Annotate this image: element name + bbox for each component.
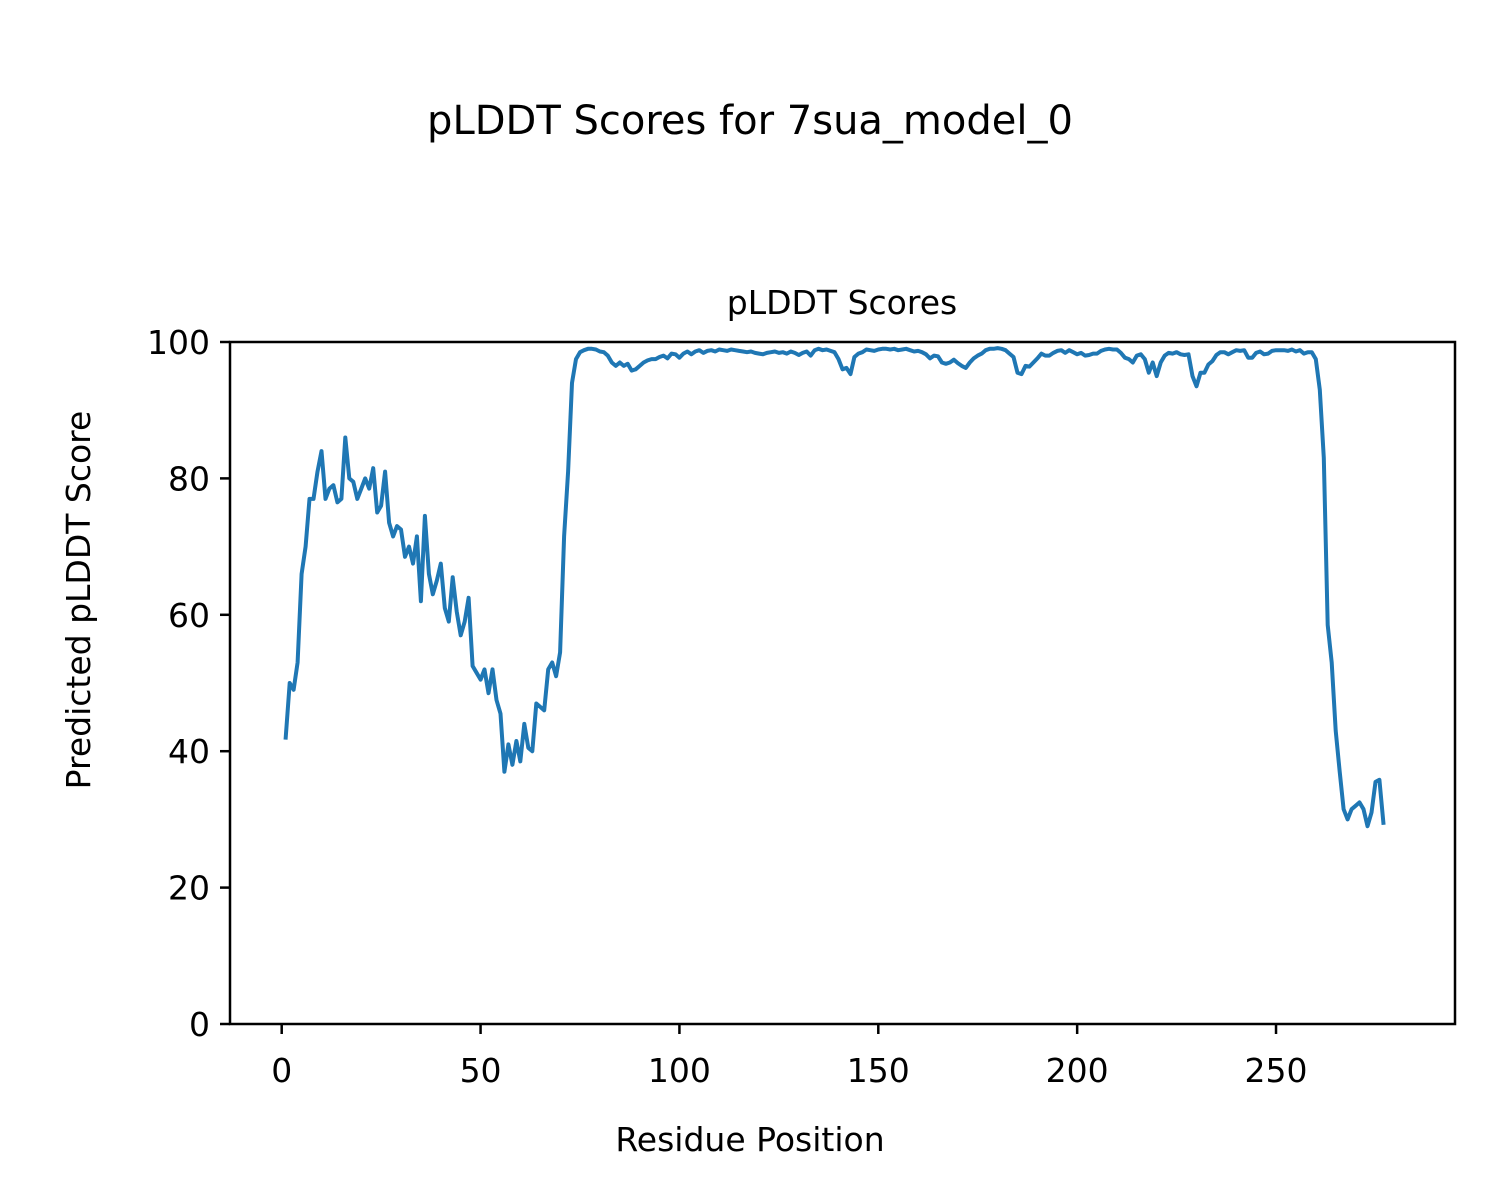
y-tick-label: 60 bbox=[168, 596, 210, 635]
series-layer bbox=[283, 346, 1386, 829]
plot-background bbox=[230, 342, 1455, 1024]
x-axis: 0 50 100 150 200 250 bbox=[271, 1024, 1308, 1090]
plot-area bbox=[230, 342, 1455, 1024]
x-tick-label: 250 bbox=[1245, 1051, 1308, 1090]
plot-title: pLDDT Scores bbox=[727, 283, 957, 322]
y-axis-label: Predicted pLDDT Score bbox=[59, 411, 98, 790]
x-axis-label: Residue Position bbox=[615, 1120, 884, 1159]
y-tick-label: 0 bbox=[189, 1005, 210, 1044]
series-line-0 bbox=[283, 346, 1386, 829]
x-tick-label: 200 bbox=[1046, 1051, 1109, 1090]
figure-suptitle: pLDDT Scores for 7sua_model_0 bbox=[427, 98, 1073, 144]
x-tick-label: 100 bbox=[648, 1051, 711, 1090]
plot-frame bbox=[228, 340, 1457, 1026]
y-axis: 0 20 40 60 80 100 bbox=[147, 323, 230, 1044]
y-tick-label: 40 bbox=[168, 732, 210, 771]
x-tick-label: 150 bbox=[847, 1051, 910, 1090]
y-tick-label: 80 bbox=[168, 459, 210, 498]
x-tick-label: 50 bbox=[460, 1051, 502, 1090]
y-tick-label: 100 bbox=[147, 323, 210, 362]
y-tick-label: 20 bbox=[168, 869, 210, 908]
x-tick-label: 0 bbox=[271, 1051, 292, 1090]
